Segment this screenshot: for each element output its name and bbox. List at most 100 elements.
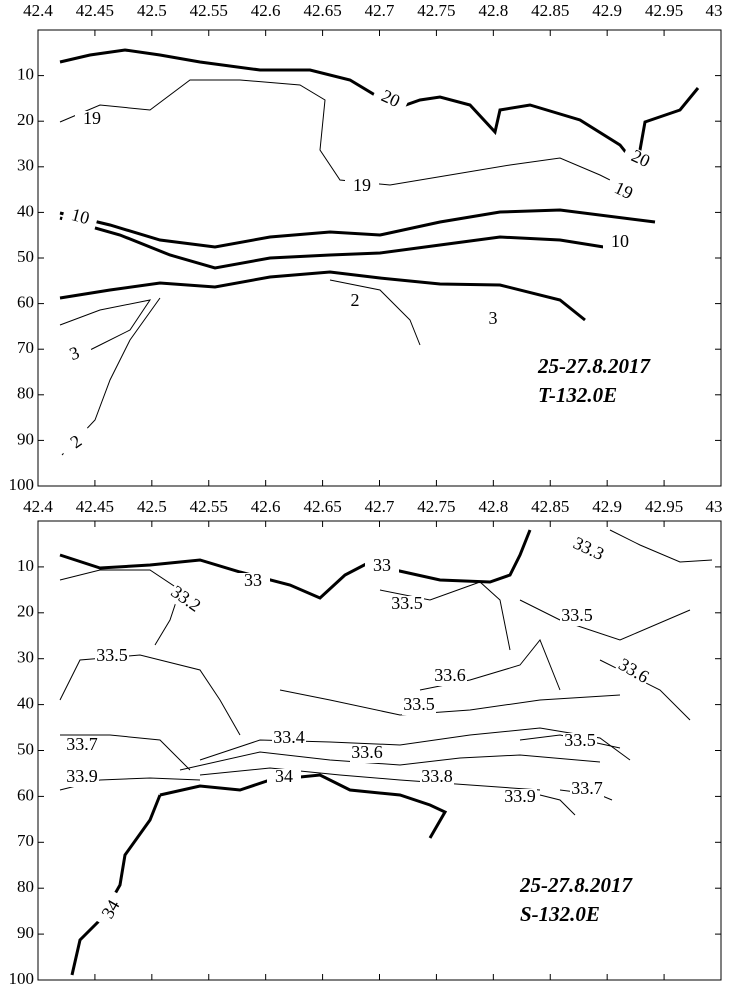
y-tick-label: 20 — [17, 110, 34, 129]
contour-label: 33.5 — [403, 694, 435, 714]
contour-label-bg — [65, 769, 99, 787]
x-tick-label: 42.85 — [531, 497, 569, 516]
contour-label: 3 — [489, 308, 498, 328]
contour-line — [519, 734, 621, 749]
x-tick-label: 42.95 — [645, 1, 683, 20]
x-tick-label: 42.45 — [76, 497, 114, 516]
contour-label-bg — [61, 204, 99, 232]
x-tick-label: 42.7 — [365, 1, 395, 20]
contour-label-bg — [350, 745, 384, 763]
x-tick-label: 42.6 — [251, 497, 281, 516]
x-tick-label: 42.6 — [251, 1, 281, 20]
contour-label: 33.5 — [391, 593, 423, 613]
y-tick-label: 100 — [9, 475, 35, 494]
y-tick-label: 30 — [17, 156, 34, 175]
y-tick-label: 50 — [17, 739, 34, 758]
x-tick-label: 42.65 — [303, 1, 341, 20]
contour-label-bg — [165, 582, 205, 618]
contour-line — [394, 529, 532, 584]
contour-label: 10 — [69, 204, 92, 228]
contour-line — [199, 767, 541, 791]
contour-line — [60, 734, 191, 771]
y-tick-label: 100 — [9, 969, 35, 988]
annotation: 25-27.8.2017 — [537, 354, 651, 378]
contour-line — [59, 553, 371, 600]
contour-label-bg — [560, 608, 594, 626]
contour-label-bg — [503, 789, 537, 807]
contour-label: 33.7 — [66, 734, 98, 754]
x-tick-label: 42.55 — [190, 497, 228, 516]
y-tick-label: 70 — [17, 831, 34, 850]
contour-line — [329, 279, 421, 346]
contour-line — [59, 569, 181, 646]
contour-label: 34 — [275, 766, 293, 786]
contour-label: 33.5 — [561, 605, 593, 625]
x-tick-label: 42.5 — [137, 497, 167, 516]
contour-line — [59, 654, 241, 736]
contour-line — [70, 794, 162, 976]
annotation: 25-27.8.2017 — [519, 873, 633, 897]
contour-label-bg — [338, 293, 372, 311]
contour-line — [61, 297, 161, 456]
contour-label: 10 — [611, 231, 629, 251]
contour-label-bg — [390, 596, 424, 614]
contour-line — [59, 299, 152, 361]
contour-label-bg — [365, 558, 399, 576]
y-tick-label: 90 — [17, 923, 34, 942]
contour-label-bg — [613, 655, 653, 689]
y-tick-label: 80 — [17, 877, 34, 896]
y-tick-label: 70 — [17, 338, 34, 357]
y-tick-label: 60 — [17, 293, 34, 312]
annotation: S-132.0E — [520, 902, 600, 926]
contour-line — [59, 270, 586, 322]
contour-label-bg — [420, 769, 454, 787]
contour-label: 33.6 — [351, 742, 383, 762]
contour-label-bg — [95, 648, 129, 666]
contour-label-bg — [345, 178, 379, 196]
contour-label: 33 — [373, 555, 391, 575]
contour-label-bg — [65, 737, 99, 755]
x-tick-label: 42.75 — [417, 497, 455, 516]
contour-line — [59, 208, 656, 249]
y-tick-label: 20 — [17, 602, 34, 621]
x-tick-label: 42.8 — [478, 1, 508, 20]
contour-label: 33.7 — [571, 778, 603, 798]
x-tick-label: 42.55 — [190, 1, 228, 20]
contour-label-bg — [236, 573, 270, 591]
contour-label: 33 — [244, 570, 262, 590]
contour-label-bg — [563, 733, 597, 751]
contour-label: 33.8 — [421, 766, 453, 786]
contour-label: 19 — [83, 108, 101, 128]
contour-line — [59, 216, 611, 270]
contour-label: 33.6 — [434, 665, 466, 685]
y-tick-label: 90 — [17, 429, 34, 448]
x-tick-label: 42.45 — [76, 1, 114, 20]
contour-line — [159, 773, 448, 839]
y-tick-label: 40 — [17, 201, 34, 220]
x-tick-label: 42.95 — [645, 497, 683, 516]
contour-label-bg — [620, 144, 660, 176]
contour-label-bg — [603, 234, 637, 252]
contour-label-bg — [272, 730, 306, 748]
contour-label-bg — [75, 111, 109, 129]
contour-label-bg — [57, 425, 97, 461]
y-tick-label: 60 — [17, 785, 34, 804]
contour-label: 33.9 — [66, 766, 98, 786]
x-tick-label: 42.75 — [417, 1, 455, 20]
contour-label-bg — [570, 781, 604, 799]
y-tick-label: 10 — [17, 556, 34, 575]
x-tick-label: 42.4 — [23, 497, 53, 516]
x-tick-label: 43 — [706, 497, 723, 516]
contour-label-bg — [55, 340, 95, 370]
contour-label: 33.4 — [273, 727, 305, 747]
contour-label: 33.5 — [96, 645, 128, 665]
y-tick-label: 30 — [17, 648, 34, 667]
contour-label-bg — [568, 534, 608, 566]
x-tick-label: 42.5 — [137, 1, 167, 20]
contour-line — [279, 689, 621, 716]
contour-label-bg — [267, 769, 301, 787]
x-tick-label: 42.85 — [531, 1, 569, 20]
contour-line — [59, 79, 641, 196]
contour-line — [609, 529, 713, 563]
